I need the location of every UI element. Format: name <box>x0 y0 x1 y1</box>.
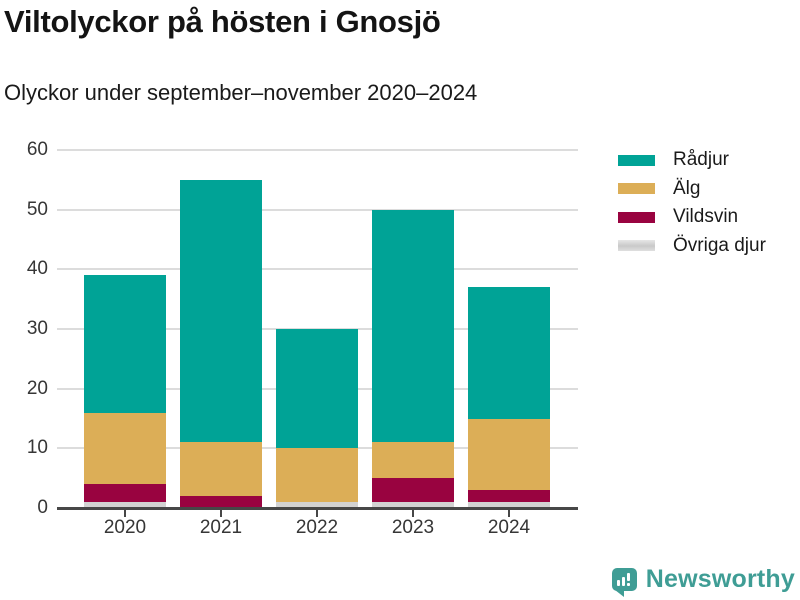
legend-swatch <box>618 183 655 194</box>
legend-swatch <box>618 211 655 223</box>
x-tick-label: 2021 <box>199 517 243 538</box>
bar-segment-rådjur <box>276 329 358 449</box>
gridline-30 <box>57 328 578 330</box>
bar-2020 <box>84 150 166 508</box>
legend-label: Rådjur <box>673 149 729 170</box>
gridline-10 <box>57 447 578 450</box>
bar-segment-älg <box>84 412 166 485</box>
newsworthy-speech-bubble-chart-icon <box>611 568 637 597</box>
x-tick-label: 2020 <box>103 517 147 538</box>
legend-item-övriga-djur: Övriga djur <box>618 234 766 256</box>
x-axis-labels: 2020 2021 2022 2023 2024 <box>57 517 578 543</box>
y-tick-label: 0 <box>37 497 48 518</box>
legend-item-rådjur: Rådjur <box>618 149 729 170</box>
newsworthy-logo[interactable]: Newsworthy <box>611 565 795 597</box>
legend-item-älg: Älg <box>618 177 701 199</box>
bar-segment-rådjur <box>84 275 166 413</box>
bar-segment-rådjur <box>180 179 262 443</box>
bar-segment-älg <box>468 418 550 491</box>
x-tick-label: 2022 <box>295 517 339 538</box>
y-tick-label: 30 <box>26 318 48 339</box>
chart-subtitle: Olyckor under september–november 2020–20… <box>4 80 478 105</box>
y-tick-label: 60 <box>26 139 48 160</box>
bar-segment-vildsvin <box>372 478 454 503</box>
gridline-50 <box>57 208 578 211</box>
bar-segment-rådjur <box>372 209 454 443</box>
legend-label: Övriga djur <box>673 234 766 256</box>
bar-2021 <box>180 150 262 508</box>
bar-segment-älg <box>180 442 262 497</box>
speech-bubble-tail <box>614 590 624 597</box>
y-tick-label: 20 <box>26 377 48 399</box>
bar-segment-vildsvin <box>468 490 550 503</box>
bar-segment-övriga-djur <box>372 502 454 508</box>
chart-title: Viltolyckor på hösten i Gnosjö <box>4 4 441 39</box>
x-tick-2020 <box>124 510 126 517</box>
legend-swatch <box>618 240 655 251</box>
x-tick-2022 <box>316 510 318 517</box>
y-axis-labels: 0 10 20 30 40 50 60 <box>0 139 48 518</box>
y-tick-label: 10 <box>26 437 48 459</box>
bar-2023 <box>372 150 454 508</box>
newsworthy-wordmark: Newsworthy <box>645 565 795 593</box>
x-tick-2023 <box>412 510 414 517</box>
bar-segment-älg <box>372 442 454 479</box>
logo-exclamation-icon <box>626 573 630 581</box>
gridline-60 <box>57 149 578 151</box>
logo-bar-icon <box>616 580 620 586</box>
logo-exclamation-dot-icon <box>626 583 630 586</box>
x-tick-label: 2024 <box>487 517 531 538</box>
legend-label: Älg <box>673 177 701 199</box>
plot-area <box>57 149 578 517</box>
gridline-40 <box>57 268 578 271</box>
x-tick-2024 <box>508 510 510 517</box>
legend-label: Vildsvin <box>673 206 739 227</box>
legend-item-vildsvin: Vildsvin <box>618 206 739 227</box>
bar-segment-övriga-djur <box>276 502 358 508</box>
bar-segment-vildsvin <box>84 484 166 503</box>
y-tick-label: 40 <box>26 258 48 280</box>
x-axis-line <box>57 507 578 510</box>
bar-segment-älg <box>276 448 358 503</box>
bar-segment-rådjur <box>468 287 550 419</box>
x-tick-label: 2023 <box>391 517 435 538</box>
x-tick-2021 <box>220 510 222 517</box>
legend-swatch <box>618 154 655 166</box>
bar-2024 <box>468 150 550 508</box>
bar-segment-övriga-djur <box>84 502 166 508</box>
logo-bar-icon <box>621 577 625 586</box>
bar-2022 <box>276 150 358 508</box>
y-tick-label: 50 <box>26 198 48 220</box>
bar-segment-övriga-djur <box>468 502 550 508</box>
bar-segment-vildsvin <box>180 496 262 508</box>
